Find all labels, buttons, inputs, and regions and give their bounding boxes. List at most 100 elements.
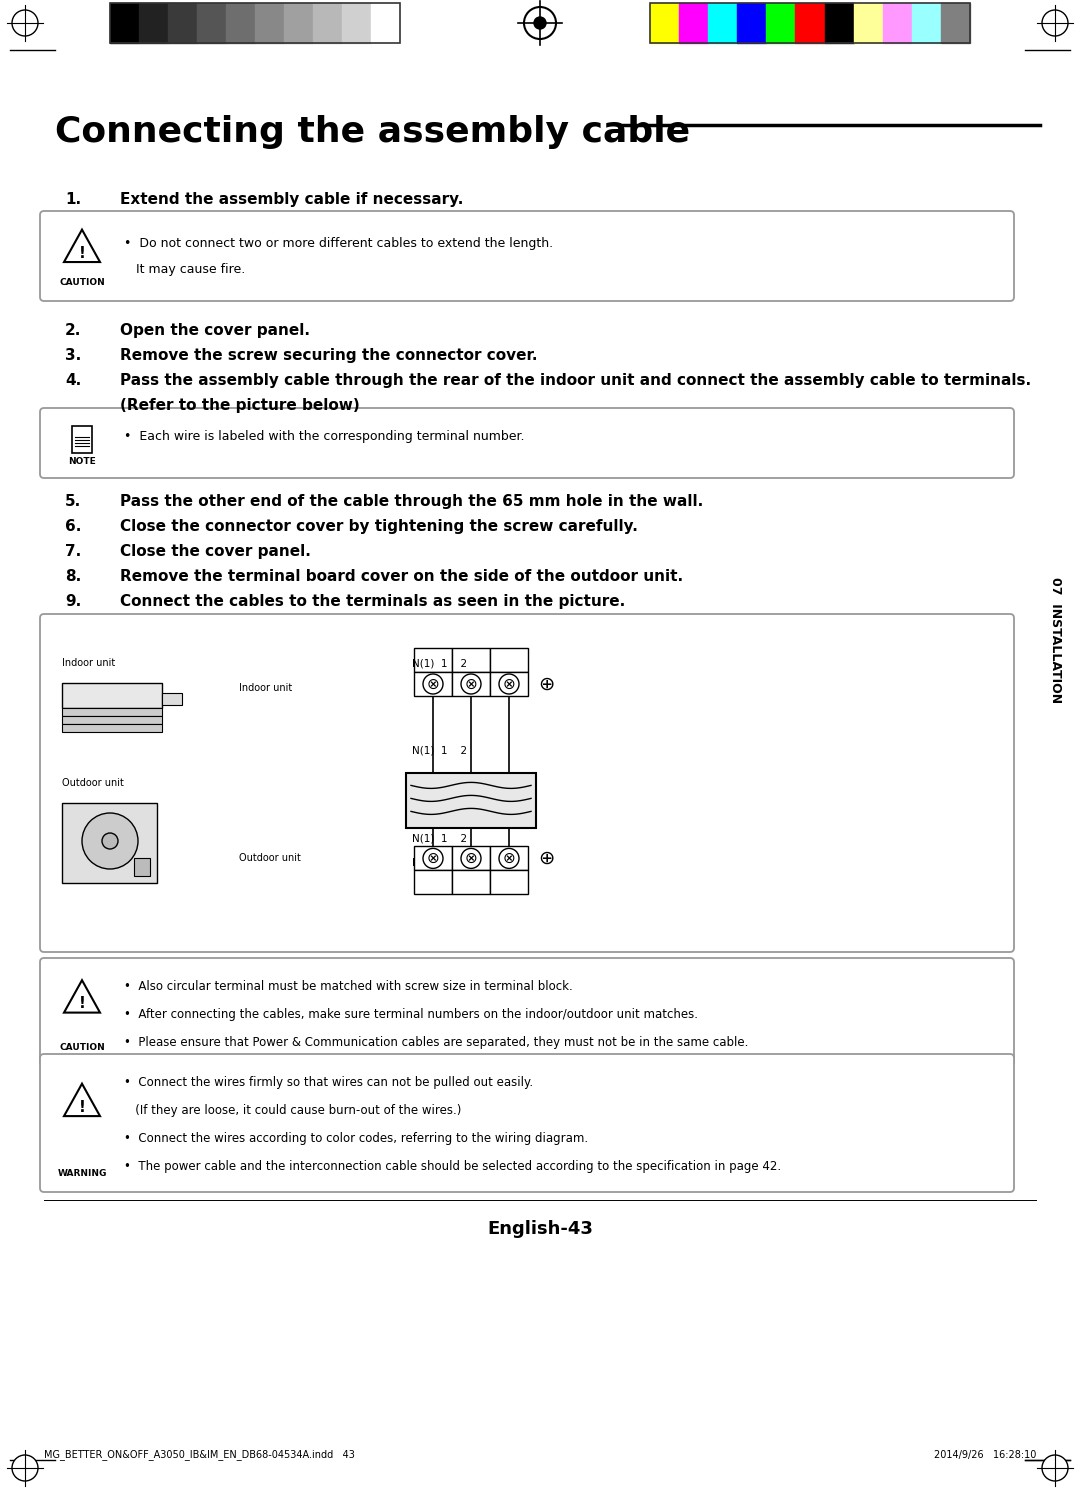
Bar: [284, 3, 313, 43]
Text: 11.: 11.: [60, 1023, 86, 1038]
Text: ⊕: ⊕: [538, 674, 554, 693]
Text: (If they are loose, it could cause burn-out of the wires.): (If they are loose, it could cause burn-…: [124, 1103, 461, 1117]
Text: ⊗: ⊗: [464, 677, 477, 692]
Text: Indoor unit: Indoor unit: [239, 683, 293, 693]
Text: 1.: 1.: [65, 192, 81, 207]
Text: 5.: 5.: [65, 494, 81, 508]
Text: Remove the terminal board cover on the side of the outdoor unit.: Remove the terminal board cover on the s…: [120, 570, 684, 584]
Text: Outdoor unit: Outdoor unit: [62, 778, 124, 789]
Bar: [255, 3, 284, 43]
Text: N(1)  1    2: N(1) 1 2: [411, 746, 468, 756]
Text: CAUTION: CAUTION: [59, 277, 105, 286]
Circle shape: [524, 7, 556, 39]
Text: N(1)  1    2: N(1) 1 2: [411, 857, 468, 868]
Text: ⊕: ⊕: [538, 848, 554, 868]
Bar: [912, 3, 941, 43]
Polygon shape: [64, 1084, 100, 1117]
Bar: [453, 649, 490, 672]
Text: Indoor unit: Indoor unit: [62, 658, 116, 668]
FancyBboxPatch shape: [40, 409, 1014, 479]
Bar: [406, 774, 536, 829]
Bar: [453, 672, 490, 696]
Text: •  Please ensure that Power & Communication cables are separated, they must not : • Please ensure that Power & Communicati…: [124, 1036, 748, 1050]
Circle shape: [102, 833, 118, 848]
Bar: [650, 3, 679, 43]
Text: 2014/9/26   16:28:10: 2014/9/26 16:28:10: [933, 1451, 1036, 1460]
Bar: [767, 3, 796, 43]
Text: Open the cover panel.: Open the cover panel.: [120, 324, 310, 338]
Bar: [414, 847, 453, 871]
Text: CAUTION: CAUTION: [59, 1044, 105, 1053]
Bar: [882, 3, 912, 43]
Bar: [414, 672, 453, 696]
Text: It may cause fire.: It may cause fire.: [124, 262, 245, 276]
FancyBboxPatch shape: [40, 1054, 1014, 1191]
Text: Extend the assembly cable if necessary.: Extend the assembly cable if necessary.: [120, 192, 463, 207]
Circle shape: [461, 674, 481, 693]
Text: N(1)  1    2: N(1) 1 2: [411, 659, 468, 669]
Circle shape: [499, 674, 519, 693]
Circle shape: [12, 10, 38, 36]
Bar: [110, 3, 400, 43]
Bar: [313, 3, 342, 43]
Bar: [168, 3, 197, 43]
Circle shape: [534, 16, 546, 28]
Text: 3.: 3.: [65, 347, 81, 362]
Text: •  Connect the wires firmly so that wires can not be pulled out easily.: • Connect the wires firmly so that wires…: [124, 1077, 534, 1088]
FancyBboxPatch shape: [40, 959, 1014, 1066]
Bar: [853, 3, 882, 43]
Text: ⊗: ⊗: [427, 851, 440, 866]
Bar: [490, 672, 528, 696]
Circle shape: [1042, 1455, 1068, 1481]
Text: !: !: [79, 246, 85, 261]
Text: ⊗: ⊗: [464, 851, 477, 866]
Bar: [62, 716, 162, 725]
Text: ⊗: ⊗: [502, 677, 515, 692]
Bar: [824, 3, 853, 43]
Text: Pass the other end of the cable through the 65 mm hole in the wall.: Pass the other end of the cable through …: [120, 494, 703, 508]
Text: NOTE: NOTE: [68, 458, 96, 467]
Text: Outdoor unit: Outdoor unit: [239, 853, 301, 863]
Text: !: !: [79, 1099, 85, 1115]
Bar: [679, 3, 708, 43]
Circle shape: [1042, 10, 1068, 36]
Text: ⊗: ⊗: [502, 851, 515, 866]
Bar: [490, 649, 528, 672]
Bar: [414, 871, 453, 895]
Text: ⊗: ⊗: [427, 677, 440, 692]
Text: (Refer to the picture below): (Refer to the picture below): [120, 398, 360, 413]
Polygon shape: [64, 230, 100, 262]
Circle shape: [461, 848, 481, 868]
Text: English-43: English-43: [487, 1220, 593, 1238]
Bar: [414, 649, 453, 672]
Bar: [708, 3, 738, 43]
Text: 10.: 10.: [60, 997, 86, 1012]
Text: •  Also circular terminal must be matched with screw size in terminal block.: • Also circular terminal must be matched…: [124, 980, 572, 993]
Text: 9.: 9.: [65, 593, 81, 608]
Text: •  The power cable and the interconnection cable should be selected according to: • The power cable and the interconnectio…: [124, 1160, 781, 1173]
Bar: [197, 3, 226, 43]
Text: Connect the cables to the terminals as seen in the picture.: Connect the cables to the terminals as s…: [120, 593, 625, 608]
Text: 07  INSTALLATION: 07 INSTALLATION: [1049, 577, 1062, 704]
Text: Connect the grounding conductor to the grounding terminals.: Connect the grounding conductor to the g…: [120, 997, 651, 1012]
Text: N(1)  1    2: N(1) 1 2: [411, 833, 468, 844]
Circle shape: [423, 674, 443, 693]
Bar: [62, 804, 157, 883]
Circle shape: [423, 848, 443, 868]
Bar: [342, 3, 372, 43]
Text: Connecting the assembly cable: Connecting the assembly cable: [55, 115, 690, 149]
Bar: [490, 871, 528, 895]
Circle shape: [82, 813, 138, 869]
Text: 7.: 7.: [65, 544, 81, 559]
Text: 2.: 2.: [65, 324, 81, 338]
Text: 6.: 6.: [65, 519, 81, 534]
Text: Close the terminal board cover by tightening the screw carefully.: Close the terminal board cover by tighte…: [120, 1023, 680, 1038]
Bar: [110, 3, 139, 43]
Text: •  Each wire is labeled with the corresponding terminal number.: • Each wire is labeled with the correspo…: [124, 429, 525, 443]
Text: •  After connecting the cables, make sure terminal numbers on the indoor/outdoor: • After connecting the cables, make sure…: [124, 1008, 698, 1021]
Circle shape: [12, 1455, 38, 1481]
Text: !: !: [79, 996, 85, 1011]
Text: Pass the assembly cable through the rear of the indoor unit and connect the asse: Pass the assembly cable through the rear…: [120, 373, 1031, 388]
Bar: [226, 3, 255, 43]
Text: 8.: 8.: [65, 570, 81, 584]
